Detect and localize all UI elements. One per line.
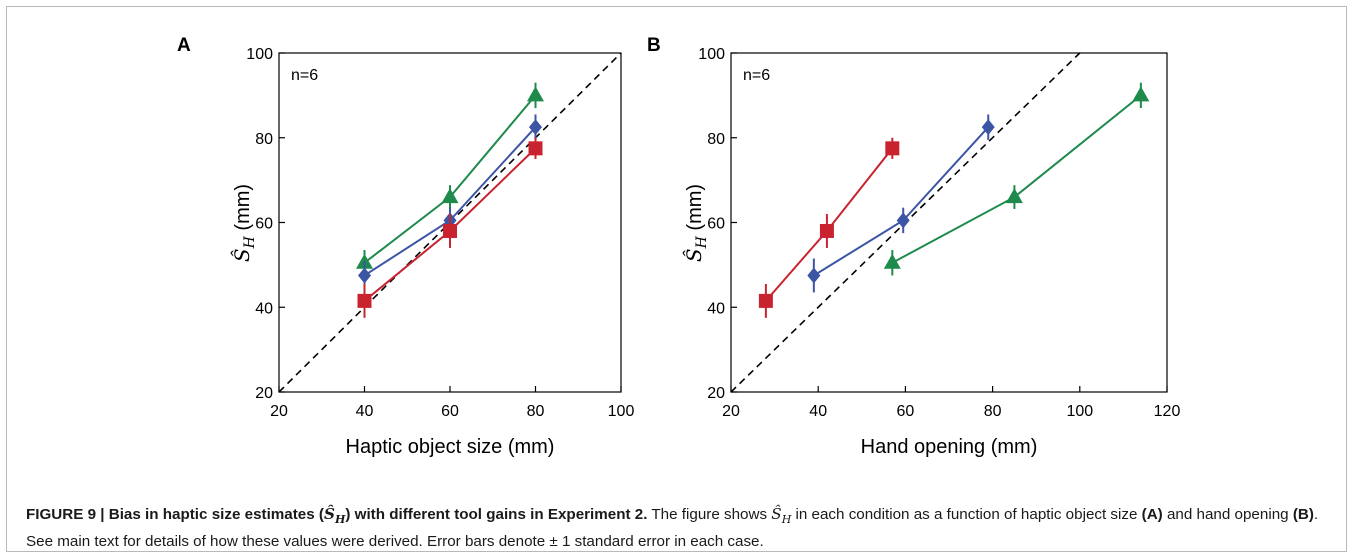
panel-b-ytick-label: 80 <box>707 131 725 148</box>
panel-a-xtick-label: 100 <box>608 403 635 420</box>
panel-b-xlabel: Hand opening (mm) <box>861 436 1038 458</box>
caption-text-3: and hand opening <box>1162 506 1293 523</box>
panel-b-ytick-label: 60 <box>707 216 725 233</box>
panel-a-square-point <box>443 223 457 238</box>
caption-text-4: . See main text for details of how these… <box>26 506 1319 551</box>
panel-a-xtick-label: 40 <box>356 403 374 420</box>
panel-b-letter: B <box>647 35 661 56</box>
panel-a-triangle-point <box>527 86 544 102</box>
panel-b-diamond-point <box>807 267 821 284</box>
panel-b-ylabel-symbol: ŜH <box>681 235 710 262</box>
panel-b-square-point <box>885 141 900 156</box>
panel-a-diamond-point <box>358 267 371 284</box>
panel-b-ytick-label: 40 <box>707 300 725 317</box>
figure-frame: A n=6 20 40 60 80 100 20 40 60 80 100 Haptic obj… <box>6 6 1347 552</box>
panel-b-diamond-series-line <box>813 126 989 277</box>
panel-a-ytick-label: 60 <box>255 216 273 233</box>
caption-label: FIGURE 9 | <box>26 506 109 523</box>
panel-b-annotation: n=6 <box>743 67 770 84</box>
panel-b-xtick-label: 60 <box>897 403 915 420</box>
svg-text:ŜH (mm): ŜH (mm) <box>681 184 710 262</box>
panel-a-xtick-label: 60 <box>441 403 459 420</box>
panel-b-triangle-point <box>1132 86 1150 102</box>
panel-a-marks <box>278 52 622 393</box>
panel-b-square-point <box>758 293 773 308</box>
panel-b-xtick-label: 20 <box>722 403 740 420</box>
panel-b-triangle-point <box>1005 188 1023 204</box>
panel-b-x-ticks: 20 40 60 80 100 120 <box>722 386 1180 420</box>
panel-b-ytick-label: 100 <box>698 46 725 63</box>
panel-a-ytick-label: 80 <box>255 131 273 148</box>
panel-a-square-point <box>357 293 372 308</box>
panel-a-xtick-label: 80 <box>527 403 545 420</box>
panel-b-ylabel: ŜH (mm) <box>681 184 710 262</box>
panel-a-xlabel: Haptic object size (mm) <box>346 436 555 458</box>
caption-text-2: in each condition as a function of hapti… <box>791 506 1142 523</box>
panel-b-xtick-label: 40 <box>809 403 827 420</box>
panel-b-triangle-series-line <box>891 94 1142 264</box>
svg-text:ŜH (mm): ŜH (mm) <box>229 184 258 262</box>
panel-a: A n=6 20 40 60 80 100 20 40 60 80 100 Haptic obj… <box>177 35 634 458</box>
panel-a-letter: A <box>177 35 191 56</box>
caption-title-end: ) with different tool gains in Experimen… <box>345 506 648 523</box>
figure-caption: FIGURE 9 | Bias in haptic size estimates… <box>26 503 1346 553</box>
caption-ref-b: (B) <box>1292 506 1314 523</box>
panel-b-ytick-label: 20 <box>707 385 725 402</box>
panel-a-xtick-label: 20 <box>270 403 288 420</box>
panel-a-ylabel: ŜH (mm) <box>229 184 258 262</box>
panel-b-xtick-label: 80 <box>984 403 1002 420</box>
panel-b-square-point <box>819 223 834 238</box>
panel-a-triangle-point <box>441 188 459 204</box>
panel-a-ytick-label: 20 <box>255 385 273 402</box>
panel-a-ytick-label: 40 <box>255 300 273 317</box>
panel-a-ytick-label: 100 <box>246 46 273 63</box>
caption-symbol: ŜH <box>771 505 792 527</box>
caption-text-1: The figure shows <box>647 506 772 523</box>
panel-a-square-point <box>528 141 543 156</box>
panel-b-xtick-label: 100 <box>1066 403 1093 420</box>
panel-b-diamond-point <box>981 119 995 136</box>
panel-b-xtick-label: 120 <box>1154 403 1181 420</box>
panel-a-y-ticks: 20 40 60 80 100 <box>246 46 285 402</box>
panel-b-marks <box>730 52 1150 393</box>
panel-a-annotation: n=6 <box>291 67 318 84</box>
caption-ref-a: (A) <box>1141 506 1163 523</box>
panel-b-diamond-point <box>896 212 910 229</box>
panel-b-plot-frame <box>730 52 1168 393</box>
figure-canvas: A n=6 20 40 60 80 100 20 40 60 80 100 Haptic obj… <box>177 35 1180 458</box>
caption-title-start: Bias in haptic size estimates ( <box>108 506 324 523</box>
panel-a-x-ticks: 20 40 60 80 100 <box>270 386 634 420</box>
panel-b: B n=6 20 40 60 80 100 20 40 60 80 100 120 Hand op… <box>647 35 1180 458</box>
caption-title-symbol: ŜH <box>323 505 346 527</box>
panel-b-triangle-point <box>883 253 901 269</box>
panel-a-ylabel-symbol: ŜH <box>229 235 258 262</box>
panel-a-diamond-point <box>529 119 542 136</box>
